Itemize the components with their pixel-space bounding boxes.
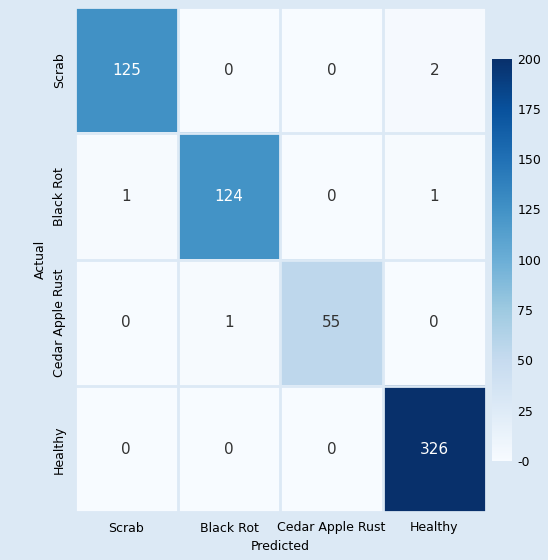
Text: 125: 125 bbox=[112, 63, 141, 78]
Text: 326: 326 bbox=[420, 442, 449, 457]
Text: 0: 0 bbox=[430, 315, 439, 330]
Text: 0: 0 bbox=[327, 442, 336, 457]
Text: 0: 0 bbox=[327, 189, 336, 204]
Text: 1: 1 bbox=[430, 189, 439, 204]
Text: 124: 124 bbox=[214, 189, 243, 204]
Text: 0: 0 bbox=[122, 442, 131, 457]
Text: 1: 1 bbox=[224, 315, 234, 330]
X-axis label: Predicted: Predicted bbox=[251, 540, 310, 553]
Text: 55: 55 bbox=[322, 315, 341, 330]
Text: 0: 0 bbox=[224, 442, 234, 457]
Text: 1: 1 bbox=[122, 189, 131, 204]
Text: 0: 0 bbox=[122, 315, 131, 330]
Text: 0: 0 bbox=[327, 63, 336, 78]
Text: 2: 2 bbox=[430, 63, 439, 78]
Text: 0: 0 bbox=[224, 63, 234, 78]
Y-axis label: Actual: Actual bbox=[35, 240, 47, 279]
